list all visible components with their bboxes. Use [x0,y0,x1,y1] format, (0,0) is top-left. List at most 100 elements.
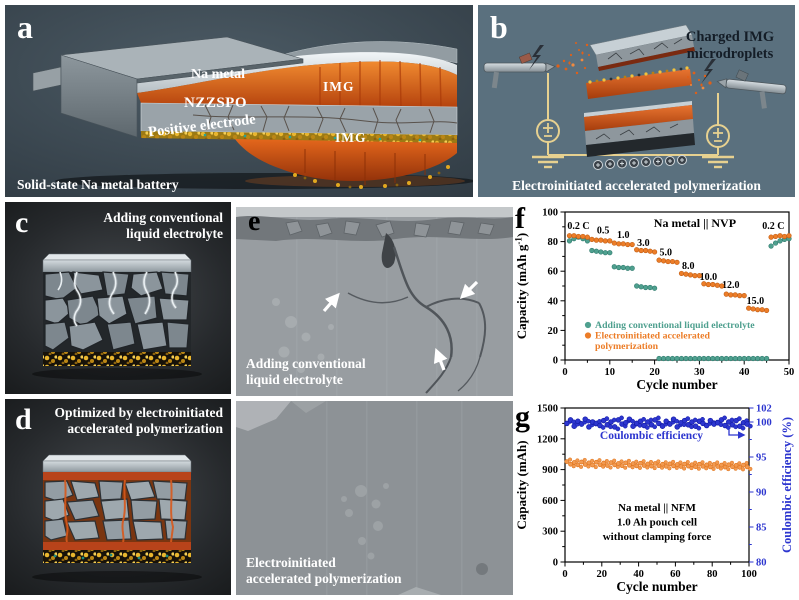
f-ylabel: Capacity (mAh g-1) [514,233,530,339]
ground-icon [532,155,564,169]
rate-capability-chart: 0 10 20 30 40 50 0 20 40 60 80 100 Cycle number Capac… [514,208,795,393]
sem-bottom-caption: Electroinitiated accelerated polymerizat… [246,554,402,586]
sem-top-strip [236,207,513,217]
sem-corner-fragment [291,401,326,413]
dendrite-lines [57,271,179,328]
sem-pit [381,233,396,268]
g-series-0 [564,457,753,472]
svg-text:10.0: 10.0 [700,272,718,283]
gold-speckle-edge [293,165,450,189]
svg-text:90: 90 [756,488,767,499]
svg-text:900: 900 [542,465,558,476]
spray-plus-marks [568,51,703,87]
panel-a-battery-schematic: a Na metal NZZSPO Positive electrode IMG… [5,5,473,197]
panel-b-caption: Electroinitiated accelerated polymerizat… [512,177,761,193]
svg-text:40: 40 [548,296,559,307]
electrospray-illustration [483,24,787,170]
g-series-1 [564,415,753,432]
svg-text:0.2 C: 0.2 C [762,221,784,232]
sem-cracks [347,246,487,394]
panel-d-polymerization-schematic: d Optimized by electroinitiated accelera… [5,399,231,595]
svg-text:100: 100 [756,418,772,429]
ground-icon [702,155,734,169]
charge-row-icons [593,155,687,170]
svg-text:Electroinitiated accelerated: Electroinitiated accelerated [595,331,710,342]
svg-text:1.0: 1.0 [617,230,630,241]
sem-dark-spot [476,563,488,575]
panel-label-c: c [15,206,29,239]
panel-label-a: a [17,9,33,45]
svg-text:5.0: 5.0 [660,248,673,259]
panel-label-e: e [248,207,261,237]
svg-text:15.0: 15.0 [747,296,765,307]
f-series-0 [566,234,792,362]
power-source-icon [536,119,560,143]
airbrush-icon [716,69,787,109]
cathode-layer [43,352,191,366]
sem-rubble [285,220,495,238]
sem-image-cracked [236,207,513,396]
f-legend: Adding conventional liquid electrolyteEl… [584,320,755,352]
optimized-block-illustration [32,454,202,583]
pouch-cell-stack [584,24,695,157]
g-ylabel-right: Coulombic efficiency (%) [780,417,794,553]
svg-text:0: 0 [553,558,558,569]
svg-text:80: 80 [548,237,559,248]
svg-text:polymerization: polymerization [595,341,659,352]
power-source-icon [706,124,730,148]
svg-text:30: 30 [694,367,705,378]
g-xlabel: Cycle number [616,579,697,594]
img-layer-bottom [43,542,191,550]
f-xlabel: Cycle number [636,377,717,392]
svg-text:60: 60 [670,569,681,580]
svg-text:80: 80 [707,569,718,580]
panel-label-f: f [515,202,525,235]
svg-text:20: 20 [548,326,559,337]
svg-text:1500: 1500 [537,404,558,415]
panel-c-title: Adding conventional liquid electrolyte [103,210,223,242]
f-series-1 [566,233,792,314]
label-na-metal: Na metal [191,67,246,82]
g-ce-label: Coulombic efficiency [600,430,703,442]
block-cap [42,454,192,473]
electrolyte-block-illustration [32,253,202,380]
cycling-stability-chart: 0 20 40 60 80 1000300600900120015008085909510… [514,404,794,595]
airbrush-icon [483,52,556,89]
arrow-icon [322,280,479,371]
cathode-layer [43,550,191,563]
panel-b-spray-process: b Charged IMG microdroplets Electroiniti… [478,5,795,197]
svg-text:0.2 C: 0.2 C [567,221,589,232]
svg-text:20: 20 [597,569,608,580]
svg-text:1200: 1200 [537,434,558,445]
block-shadow [32,368,202,380]
label-nzzspo: NZZSPO [184,95,248,111]
label-img-bottom: IMG [335,130,367,145]
svg-text:1.0 Ah pouch cell: 1.0 Ah pouch cell [617,517,697,529]
f-axes: 0 10 20 30 40 50 0 20 40 60 80 100 Cycle number Capac… [514,208,795,393]
label-img-top: IMG [323,79,355,94]
sem-top-caption: Adding conventional liquid electrolyte [246,355,366,387]
img-layer-top [43,472,191,480]
polymer-filled-cracks [64,479,175,543]
panel-d-title: Optimized by electroinitiated accelerate… [54,405,223,437]
sem-image-smooth [236,401,513,595]
svg-text:50: 50 [784,367,795,378]
nzzspo-cracks [192,104,458,134]
svg-text:80: 80 [756,558,767,569]
battery-casing [32,36,304,138]
f-rate-labels: 0.2 C 0.5 1.0 3.0 5.0 8.0 10.0 12.0 15.0 0.2 C [567,221,784,307]
svg-text:without clamping force: without clamping force [603,531,712,543]
svg-text:Na metal || NFM: Na metal || NFM [618,502,696,514]
g-cell-annotation: Na metal || NFM 1.0 Ah pouch cell without … [603,502,712,543]
panel-a-caption: Solid-state Na metal battery [17,177,179,192]
sem-curtaining [326,401,463,595]
img-pillars-top [319,60,442,108]
svg-text:0: 0 [562,367,567,378]
svg-text:100: 100 [741,569,757,580]
svg-text:20: 20 [649,367,660,378]
block-shadow [32,571,202,583]
svg-text:0: 0 [553,356,558,367]
panel-g-cycling-stability: 0 20 40 60 80 100 0 300 600 900 1200 1500 80 85 90 95 10… [513,398,799,598]
g-axes: 0 20 40 60 80 1000300600900120015008085909510… [514,404,794,595]
img-pillars-bottom [304,149,426,185]
